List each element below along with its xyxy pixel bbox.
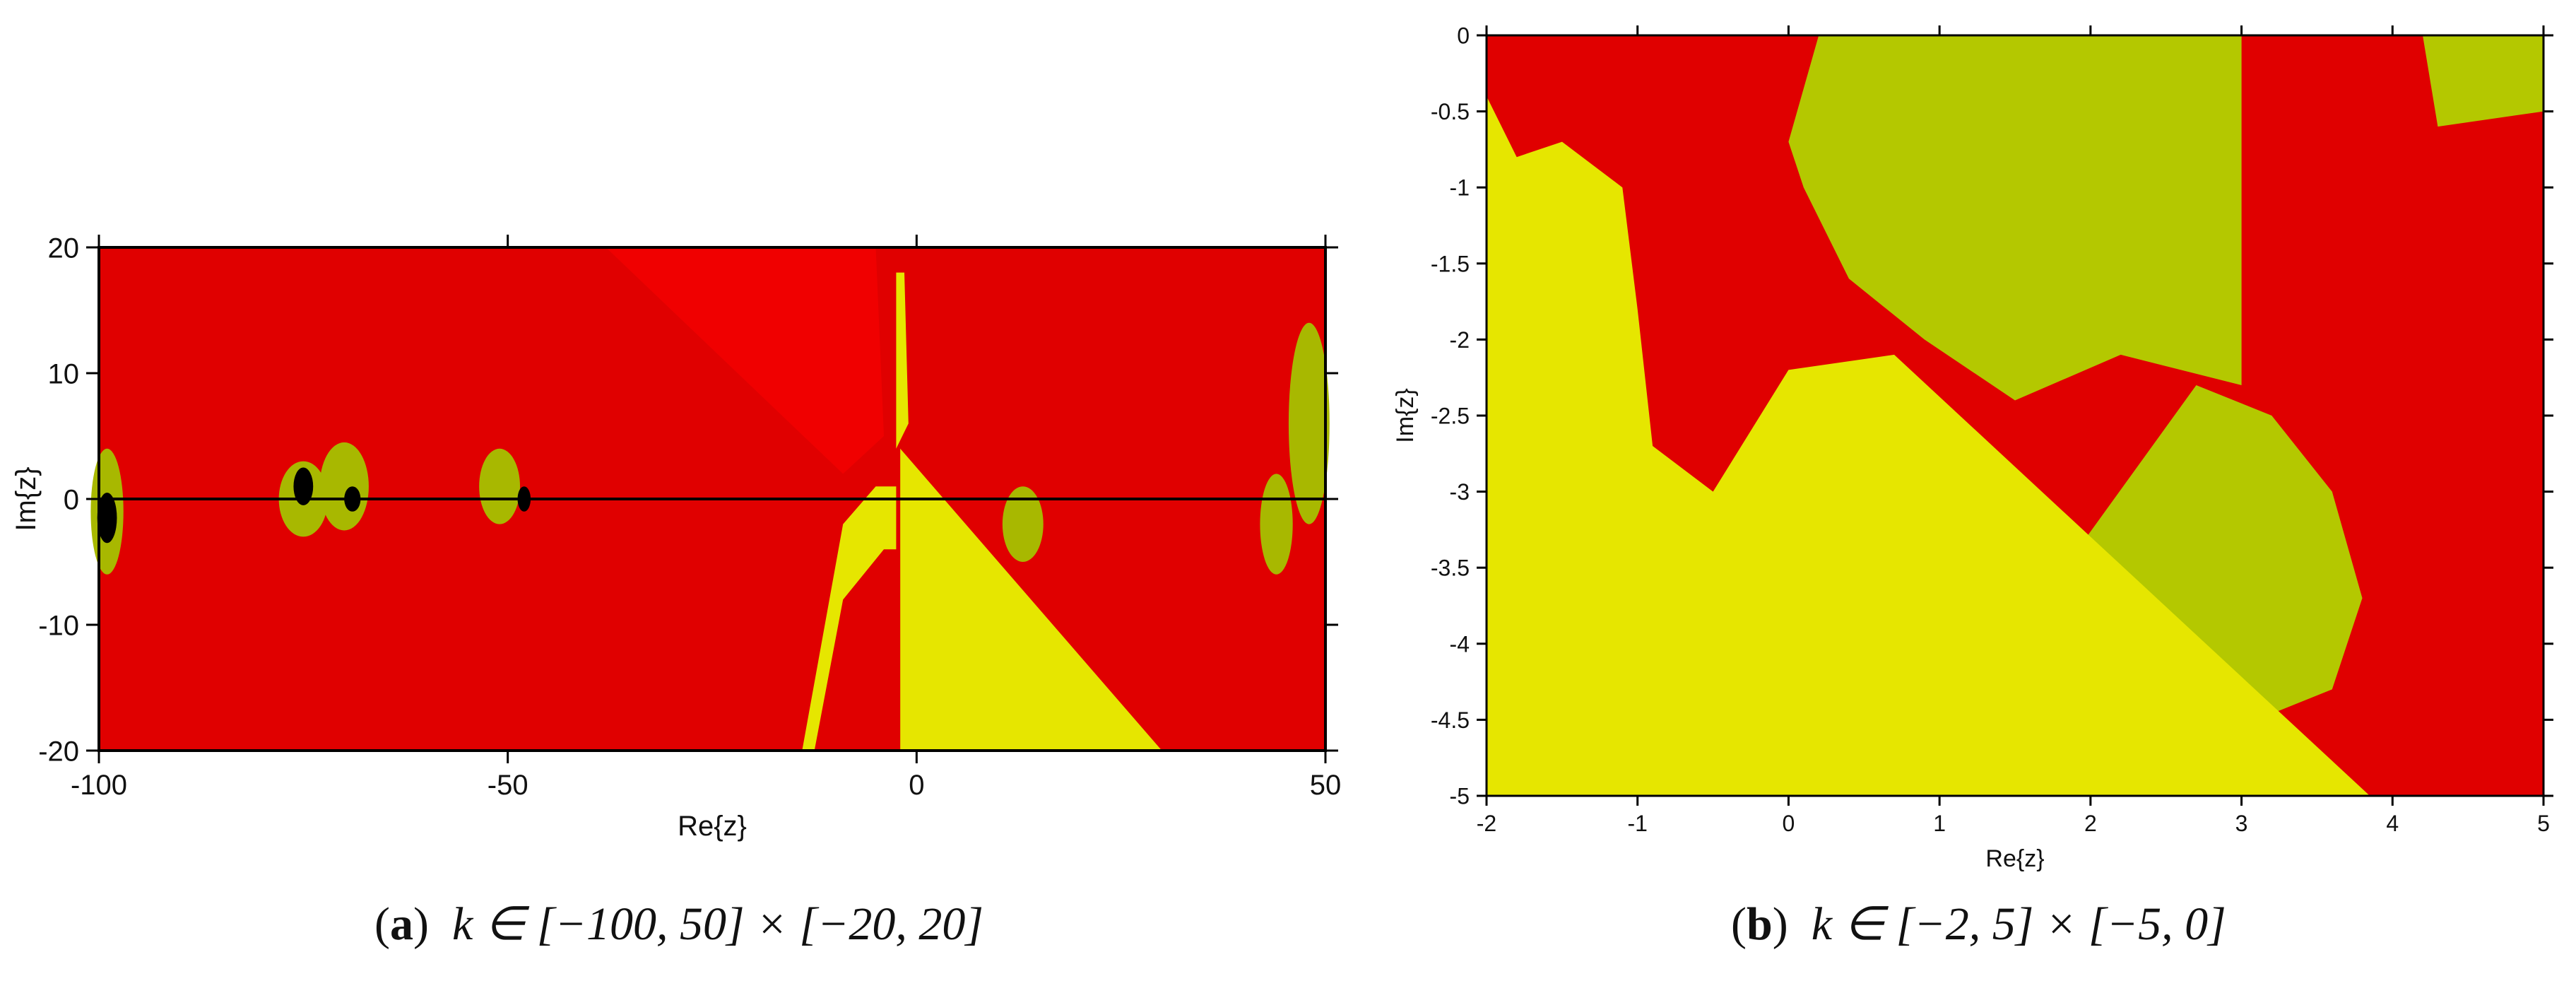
basin-region-3: [896, 272, 909, 449]
basin-blob-5: [1260, 474, 1293, 575]
x-axis-label: Re{z}: [678, 811, 747, 842]
y-tick-label: 20: [48, 233, 80, 264]
panel-b: -2 -1 0 1 2 3 4 5 0 -0.5 -1 -1.5 -2 -2.5 -3 -3.5 -4 -4.5 -…: [1392, 23, 2553, 872]
x-tick-label: 2: [2084, 811, 2097, 836]
y-tick-label: -1.5: [1431, 251, 1470, 276]
y-tick-label: 10: [48, 358, 80, 389]
y-tick-label: -4: [1450, 631, 1470, 657]
x-tick-label: 0: [1783, 811, 1795, 836]
x-tick-label: 5: [2537, 811, 2550, 836]
basin-region-0: [605, 247, 884, 474]
y-tick-label: 0: [1457, 23, 1470, 49]
x-tick-label: 50: [1310, 770, 1342, 801]
x-tick-label: 1: [1933, 811, 1946, 836]
y-tick-label: -0.5: [1431, 99, 1470, 124]
basin-region-0: [1788, 35, 2242, 401]
y-tick-label: -2: [1450, 327, 1470, 353]
x-tick-label: -2: [1477, 811, 1496, 836]
x-tick-label: -50: [488, 770, 528, 801]
y-tick-label: -4.5: [1431, 707, 1470, 733]
basin-blob-2: [319, 442, 369, 531]
y-tick-label: -20: [38, 736, 79, 767]
x-tick-label: -1: [1627, 811, 1647, 836]
y-tick-label: -10: [38, 610, 79, 641]
basin-blob-4: [1002, 486, 1044, 562]
y-tick-label: -3.5: [1431, 556, 1470, 581]
x-tick-label: 4: [2386, 811, 2399, 836]
basin-blob-3: [479, 448, 521, 524]
y-tick-label: -2.5: [1431, 404, 1470, 429]
y-tick-label: -1: [1450, 175, 1470, 201]
x-tick-label: 3: [2235, 811, 2248, 836]
x-tick-label: 0: [909, 770, 924, 801]
basin-region-1: [2423, 35, 2543, 127]
y-tick-label: -3: [1450, 479, 1470, 505]
x-tick-label: -100: [71, 770, 127, 801]
caption-a: (a) k ∈ [−100, 50] × [−20, 20]: [374, 898, 984, 950]
y-tick-label: 0: [64, 484, 79, 515]
caption-b: (b) k ∈ [−2, 5] × [−5, 0]: [1731, 898, 2226, 950]
x-axis-label: Re{z}: [1985, 845, 2044, 872]
basin-blob-8: [293, 467, 314, 505]
y-tick-label: -5: [1450, 784, 1470, 809]
basin-blob-6: [1288, 322, 1330, 524]
basin-region-3: [1487, 96, 2370, 797]
basin-blob-7: [97, 493, 117, 544]
basin-region-1: [900, 448, 1162, 751]
y-axis-label: Im{z}: [1392, 388, 1419, 442]
basin-region-2: [802, 486, 897, 751]
y-axis-label: Im{z}: [11, 466, 42, 531]
